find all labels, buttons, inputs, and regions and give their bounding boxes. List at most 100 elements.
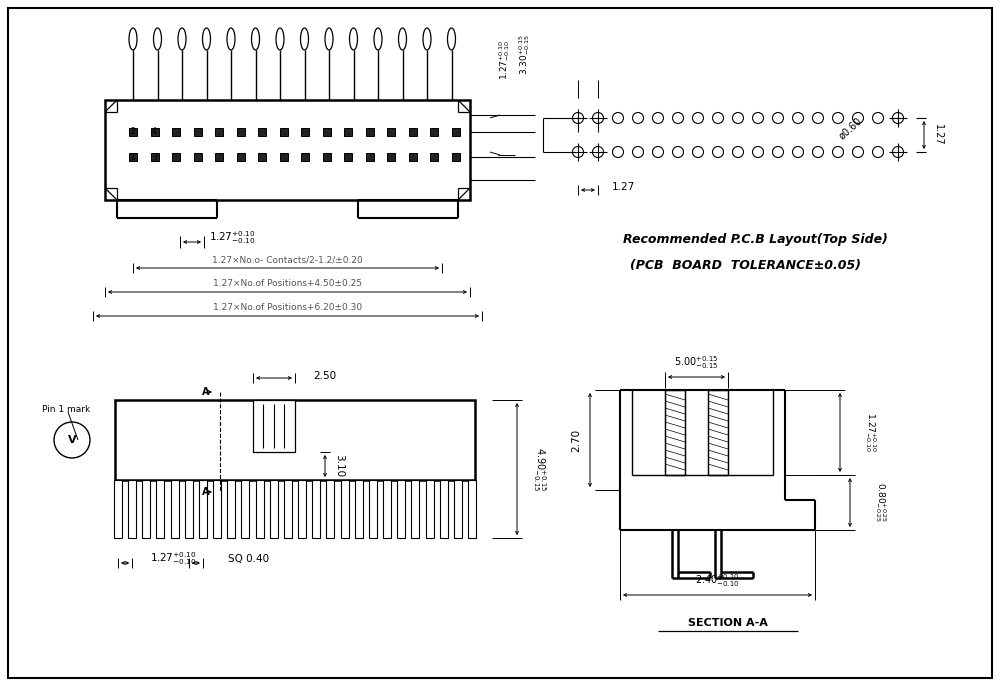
Circle shape bbox=[812, 147, 824, 158]
Bar bbox=[409, 153, 416, 161]
Bar bbox=[383, 480, 391, 538]
Text: $2.40^{+0.10}_{-0.10}$: $2.40^{+0.10}_{-0.10}$ bbox=[695, 573, 740, 589]
Text: $1.27^{+0.10}_{-0.10}$: $1.27^{+0.10}_{-0.10}$ bbox=[863, 412, 877, 453]
Bar bbox=[452, 128, 460, 136]
Text: 1.27: 1.27 bbox=[611, 182, 635, 192]
Bar bbox=[128, 480, 136, 538]
Bar bbox=[114, 480, 122, 538]
Bar bbox=[454, 480, 462, 538]
Text: 2.50: 2.50 bbox=[313, 371, 337, 381]
Bar bbox=[426, 480, 434, 538]
Bar bbox=[156, 480, 164, 538]
Circle shape bbox=[893, 147, 904, 158]
Text: A: A bbox=[202, 487, 210, 497]
Text: $1.27^{+0.10}_{-0.10}$: $1.27^{+0.10}_{-0.10}$ bbox=[150, 551, 196, 567]
Bar bbox=[215, 153, 223, 161]
Bar bbox=[280, 153, 288, 161]
Ellipse shape bbox=[350, 28, 358, 50]
Circle shape bbox=[592, 113, 604, 123]
Bar bbox=[344, 153, 352, 161]
Text: SQ 0.40: SQ 0.40 bbox=[228, 554, 269, 564]
Ellipse shape bbox=[398, 28, 406, 50]
Circle shape bbox=[732, 113, 744, 123]
Bar bbox=[142, 480, 150, 538]
Circle shape bbox=[572, 113, 584, 123]
Circle shape bbox=[692, 147, 704, 158]
Text: V: V bbox=[68, 435, 76, 445]
Bar bbox=[115, 400, 475, 480]
Circle shape bbox=[753, 147, 764, 158]
Bar bbox=[369, 480, 377, 538]
Ellipse shape bbox=[374, 28, 382, 50]
Bar bbox=[409, 128, 416, 136]
Circle shape bbox=[753, 113, 764, 123]
Bar bbox=[172, 128, 180, 136]
Text: $1.27^{+0.10}_{-0.10}$: $1.27^{+0.10}_{-0.10}$ bbox=[498, 40, 512, 80]
Text: $1.27^{+0.10}_{-0.10}$: $1.27^{+0.10}_{-0.10}$ bbox=[209, 230, 255, 246]
Bar bbox=[150, 153, 158, 161]
Circle shape bbox=[772, 147, 784, 158]
Bar bbox=[129, 153, 137, 161]
Bar bbox=[256, 480, 264, 538]
Circle shape bbox=[633, 113, 644, 123]
Bar bbox=[387, 153, 395, 161]
Bar bbox=[194, 128, 202, 136]
Circle shape bbox=[792, 147, 804, 158]
Text: 4: 4 bbox=[152, 128, 157, 137]
Bar bbox=[468, 480, 476, 538]
Bar bbox=[397, 480, 405, 538]
Bar bbox=[322, 153, 330, 161]
Bar bbox=[171, 480, 179, 538]
Ellipse shape bbox=[202, 28, 210, 50]
Text: 1.27×No.of Positions+6.20±0.30: 1.27×No.of Positions+6.20±0.30 bbox=[213, 303, 362, 313]
Bar bbox=[227, 480, 235, 538]
Bar bbox=[355, 480, 363, 538]
Ellipse shape bbox=[154, 28, 162, 50]
Text: ø0.60: ø0.60 bbox=[838, 115, 864, 141]
Text: 3: 3 bbox=[152, 152, 157, 161]
Bar bbox=[150, 128, 158, 136]
Bar bbox=[344, 128, 352, 136]
Circle shape bbox=[852, 147, 864, 158]
Bar bbox=[430, 153, 438, 161]
Circle shape bbox=[633, 147, 644, 158]
Bar bbox=[199, 480, 207, 538]
Circle shape bbox=[832, 113, 844, 123]
Bar bbox=[366, 153, 374, 161]
Text: Pin 1 mark: Pin 1 mark bbox=[42, 405, 90, 414]
Circle shape bbox=[672, 113, 684, 123]
Circle shape bbox=[692, 113, 704, 123]
Bar bbox=[270, 480, 278, 538]
Bar bbox=[430, 128, 438, 136]
Text: 1.27×No.of Positions+4.50±0.25: 1.27×No.of Positions+4.50±0.25 bbox=[213, 279, 362, 289]
Bar bbox=[129, 128, 137, 136]
Bar bbox=[387, 128, 395, 136]
Circle shape bbox=[852, 113, 864, 123]
Bar bbox=[172, 153, 180, 161]
Circle shape bbox=[672, 147, 684, 158]
Text: 1.27: 1.27 bbox=[933, 124, 943, 146]
Bar bbox=[105, 100, 470, 200]
Circle shape bbox=[792, 113, 804, 123]
Text: SECTION A-A: SECTION A-A bbox=[688, 618, 767, 628]
Circle shape bbox=[652, 113, 664, 123]
Circle shape bbox=[592, 147, 604, 158]
Circle shape bbox=[893, 113, 904, 123]
Bar bbox=[301, 153, 309, 161]
Bar bbox=[665, 390, 685, 475]
Circle shape bbox=[54, 422, 90, 458]
Bar bbox=[341, 480, 349, 538]
Text: $0.80^{+0.25}_{-0.25}$: $0.80^{+0.25}_{-0.25}$ bbox=[873, 482, 887, 523]
Text: $4.90^{+0.15}_{-0.15}$: $4.90^{+0.15}_{-0.15}$ bbox=[531, 447, 547, 491]
Bar bbox=[411, 480, 419, 538]
Circle shape bbox=[652, 147, 664, 158]
Circle shape bbox=[732, 147, 744, 158]
Bar bbox=[213, 480, 221, 538]
Bar bbox=[258, 153, 266, 161]
Text: (PCB  BOARD  TOLERANCE±0.05): (PCB BOARD TOLERANCE±0.05) bbox=[630, 259, 860, 272]
Circle shape bbox=[612, 113, 624, 123]
Bar bbox=[312, 480, 320, 538]
Text: 2.70: 2.70 bbox=[571, 429, 581, 451]
Ellipse shape bbox=[300, 28, 308, 50]
Text: $5.00^{+0.15}_{-0.15}$: $5.00^{+0.15}_{-0.15}$ bbox=[674, 355, 719, 371]
